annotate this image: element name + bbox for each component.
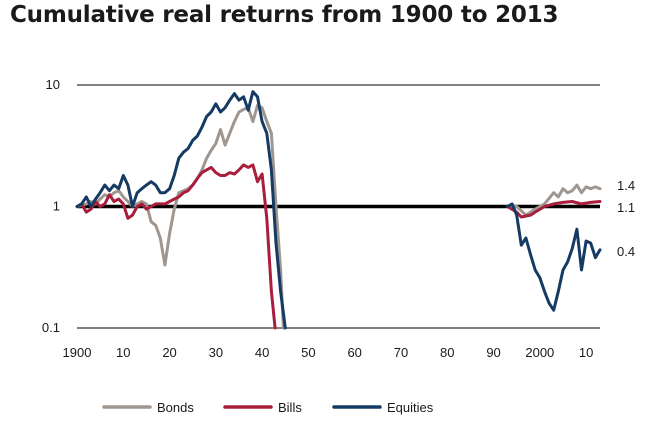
bonds-line-segment-2 [505, 183, 602, 217]
end-value-labels: 1.4 1.1 0.4 [617, 178, 635, 259]
x-tick-label: 1900 [63, 345, 92, 360]
x-tick-label: 2000 [525, 345, 554, 360]
equities-line-segment-2 [505, 202, 602, 312]
bills-line-segment-2 [505, 200, 602, 219]
x-tick-label: 10 [579, 345, 593, 360]
x-tick-label: 80 [440, 345, 454, 360]
y-axis-tick-labels: 10 1 0.1 [42, 77, 60, 335]
x-tick-label: 10 [116, 345, 130, 360]
bills-legend-label: Bills [278, 400, 302, 415]
x-tick-label: 40 [255, 345, 269, 360]
x-tick-label: 50 [301, 345, 315, 360]
x-axis-tick-labels: 1900 10 20 30 40 50 60 70 80 90 2000 10 [63, 345, 594, 360]
x-tick-label: 70 [394, 345, 408, 360]
x-tick-label: 60 [347, 345, 361, 360]
end-label: 0.4 [617, 244, 635, 259]
x-tick-label: 20 [162, 345, 176, 360]
x-tick-label: 30 [209, 345, 223, 360]
end-label: 1.1 [617, 200, 635, 215]
y-tick-label: 10 [46, 77, 60, 92]
equities-legend-label: Equities [387, 400, 434, 415]
y-tick-label: 1 [53, 199, 60, 214]
gridlines [77, 84, 600, 329]
legend: Bonds Bills Equities [102, 400, 434, 415]
x-tick-label: 90 [486, 345, 500, 360]
bonds-legend-label: Bonds [157, 400, 194, 415]
bills-line-segment-1 [75, 163, 277, 330]
chart-title: Cumulative real returns from 1900 to 201… [10, 2, 559, 28]
y-tick-label: 0.1 [42, 320, 60, 335]
bonds-line-segment-1 [75, 103, 285, 330]
series-lines [75, 90, 602, 330]
end-label: 1.4 [617, 178, 635, 193]
equities-line-segment-1 [75, 90, 287, 330]
